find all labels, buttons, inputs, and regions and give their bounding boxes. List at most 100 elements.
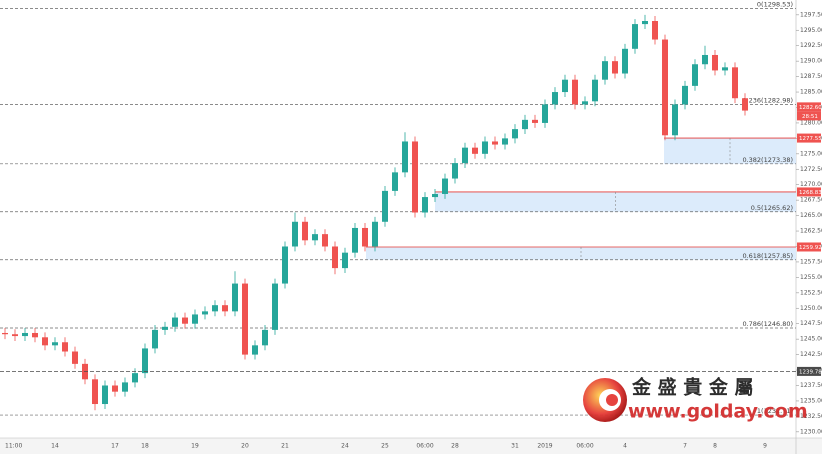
fib-levels: 0(1298.53) 0.236(1282.98) 0.382(1273.38) 0.…: [0, 0, 796, 416]
candle-body: [12, 334, 18, 337]
candle-body: [602, 61, 608, 80]
candle-body: [492, 141, 498, 145]
candle-body: [642, 21, 648, 25]
price-tag-label: 1277.55: [799, 136, 822, 142]
candle-body: [742, 98, 748, 111]
candle-body: [132, 373, 138, 383]
candle-body: [282, 246, 288, 284]
x-tick-label: 06:00: [416, 443, 433, 450]
y-tick-label: 1287.50: [800, 73, 822, 80]
candle-body: [142, 348, 148, 374]
price-tag: [797, 242, 821, 252]
candle-body: [42, 337, 48, 346]
candle-body: [542, 104, 548, 123]
y-tick-label: 1272.50: [800, 166, 822, 173]
candle-body: [122, 382, 128, 392]
candle-body: [272, 283, 278, 330]
y-tick-label: 1270.00: [800, 181, 822, 188]
candle-body: [162, 326, 168, 330]
price-tag-label: 1259.92: [799, 245, 822, 251]
candle-body: [92, 379, 98, 405]
candle-body: [362, 227, 368, 247]
price-tag: [797, 187, 821, 197]
candle-body: [462, 147, 468, 164]
x-tick-label: 31: [511, 443, 519, 450]
x-tick-label: 25: [381, 443, 389, 450]
candle-body: [52, 342, 58, 346]
brand-name: 金 盛 貴 金 屬: [631, 376, 753, 399]
candle-body: [2, 332, 8, 335]
y-tick-label: 1280.00: [800, 119, 822, 126]
fib-label: 0.618(1257.85): [742, 252, 793, 260]
y-tick-label: 1245.00: [800, 336, 822, 343]
y-tick-label: 1290.00: [800, 58, 822, 65]
candle-body: [262, 329, 268, 346]
logo-core: [606, 394, 618, 406]
candle-body: [502, 138, 508, 145]
candle-body: [392, 172, 398, 191]
candle-body: [72, 351, 78, 364]
y-tick-label: 1297.50: [800, 11, 822, 18]
x-tick-label: 21: [281, 443, 289, 450]
candle-body: [722, 67, 728, 71]
candle-body: [582, 101, 588, 105]
candle-body: [692, 64, 698, 86]
y-tick-label: 1265.00: [800, 212, 822, 219]
candle-body: [332, 246, 338, 269]
price-tag: [797, 133, 821, 143]
zone: [366, 246, 796, 260]
fib-label: 0.382(1273.38): [742, 156, 793, 164]
candle-body: [532, 119, 538, 123]
price-tag-label: 1239.78: [799, 369, 822, 375]
y-tick-label: 1230.00: [800, 428, 822, 435]
y-tick-label: 1235.00: [800, 397, 822, 404]
brand-url: www.golday.com: [628, 401, 808, 423]
y-tick-label: 1267.50: [800, 197, 822, 204]
candle-body: [632, 24, 638, 49]
countdown-box: [797, 111, 821, 121]
candle-body: [252, 345, 258, 355]
candle-body: [22, 332, 28, 337]
x-tick-label: 20: [241, 443, 249, 450]
y-tick-label: 1247.50: [800, 320, 822, 327]
candle-body: [222, 305, 228, 312]
candle-body: [552, 92, 558, 105]
price-tag-label: 1282.60: [799, 105, 822, 111]
candle-body: [562, 79, 568, 93]
candle-body: [512, 129, 518, 139]
candle-body: [382, 190, 388, 222]
candle-body: [172, 317, 178, 327]
candle-body: [302, 221, 308, 241]
fib-label: 0(1298.53): [757, 0, 793, 8]
x-axis-band: [0, 438, 822, 454]
candle-body: [242, 283, 248, 355]
candle-body: [672, 104, 678, 136]
x-tick-label: 9: [763, 443, 767, 450]
candle-body: [352, 227, 358, 253]
candle-body: [622, 48, 628, 74]
fib-label: 0.786(1246.80): [742, 320, 793, 328]
candle-body: [102, 385, 108, 405]
price-tag-label: 1268.83: [799, 190, 822, 196]
y-tick-label: 1252.50: [800, 289, 822, 296]
candle-body: [232, 283, 238, 312]
candles: [2, 14, 748, 411]
x-tick-label: 17: [111, 443, 119, 450]
countdown: 28:51: [802, 114, 818, 120]
candle-body: [212, 305, 218, 312]
candle-body: [322, 234, 328, 247]
candle-body: [32, 332, 38, 338]
candle-body: [662, 39, 668, 136]
watermark: 金 盛 貴 金 屬 www.golday.com: [583, 376, 808, 423]
candle-body: [482, 141, 488, 154]
candle-body: [292, 221, 298, 247]
candle-body: [452, 163, 458, 179]
y-tick-label: 1242.50: [800, 351, 822, 358]
candle-body: [702, 54, 708, 65]
candle-body: [682, 85, 688, 105]
x-tick-label: 18: [141, 443, 149, 450]
x-tick-label: 11:00: [5, 443, 22, 450]
candle-body: [192, 314, 198, 324]
